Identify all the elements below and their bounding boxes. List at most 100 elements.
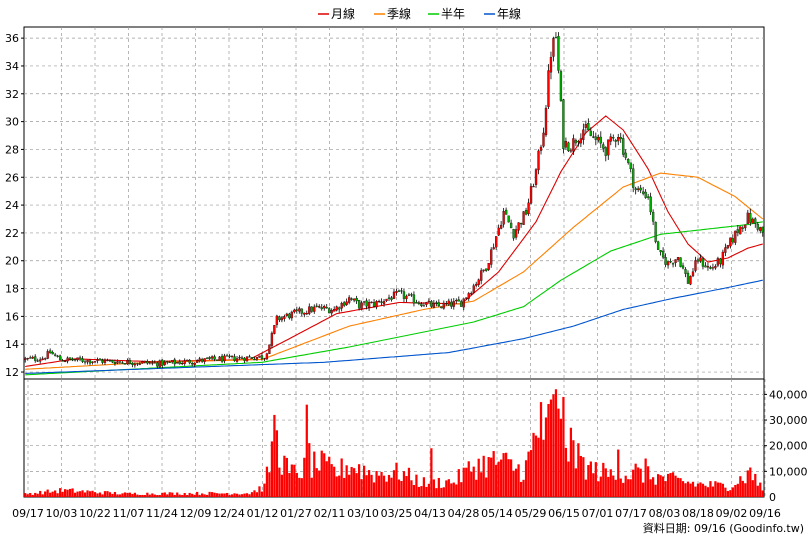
volume-bar-86 (235, 493, 239, 497)
price-tick-label-12: 12 (5, 366, 19, 379)
candle-body-151 (397, 290, 401, 292)
volume-bar-20 (71, 488, 74, 497)
volume-bar-158 (415, 474, 418, 497)
candle-body-143 (377, 300, 381, 303)
legend: 月線 季線 半年 年線 (318, 6, 521, 21)
volume-bar-174 (455, 484, 458, 497)
volume-bar-129 (343, 477, 346, 497)
candle-body-65 (183, 360, 186, 364)
volume-bar-185 (482, 455, 485, 497)
candle-body-233 (602, 144, 605, 149)
candle-body-71 (198, 358, 201, 362)
candle-body-212 (549, 57, 553, 73)
volume-bar-34 (106, 491, 109, 497)
candle-body-271 (696, 259, 700, 262)
volume-bar-12 (51, 491, 54, 497)
volume-bar-89 (243, 493, 246, 497)
volume-bar-54 (156, 495, 159, 497)
volume-bar-133 (353, 468, 356, 497)
candle-body-248 (639, 187, 642, 191)
candle-body-98 (265, 353, 269, 360)
volume-bar-5 (34, 492, 37, 497)
volume-bar-224 (579, 455, 582, 497)
candle-body-116 (310, 306, 313, 312)
data-date-credit: 資料日期: 09/16 (Goodinfo.tw) (643, 521, 804, 535)
volume-bars (24, 389, 764, 497)
volume-y-ticks: 10,000 20,000 30,000 40,000 0 (764, 388, 808, 504)
candle-body-220 (569, 150, 573, 152)
volume-bar-113 (303, 457, 306, 497)
volume-bar-112 (300, 478, 303, 497)
candle-body-290 (744, 224, 747, 229)
volume-bar-168 (440, 487, 443, 497)
candle-body-61 (173, 359, 176, 365)
candle-body-152 (400, 290, 403, 292)
volume-bar-238 (614, 479, 617, 497)
candle-body-259 (666, 261, 670, 266)
candle-body-37 (113, 362, 117, 365)
candle-body-101 (273, 325, 276, 334)
candle-body-35 (108, 360, 112, 362)
volume-bar-242 (624, 475, 627, 497)
volume-bar-117 (313, 451, 316, 497)
candle-body-209 (542, 132, 545, 147)
candle-body-185 (482, 269, 485, 271)
candle-body-266 (684, 269, 687, 274)
volume-bar-43 (128, 492, 132, 497)
candle-body-295 (756, 224, 759, 230)
candle-body-224 (579, 138, 583, 144)
volume-bar-254 (654, 484, 657, 497)
date-x-ticks: 09/17 10/03 10/22 11/07 11/24 12/09 12/24 01/12… (12, 507, 781, 520)
candle-body-58 (166, 361, 169, 363)
candle-body-137 (362, 301, 366, 303)
volume-bar-87 (238, 494, 241, 497)
candle-body-204 (529, 186, 533, 204)
candle-body-188 (490, 249, 493, 265)
volume-bar-27 (88, 491, 92, 497)
volume-bar-195 (507, 459, 510, 497)
candle-body-175 (457, 299, 460, 302)
date-tick-label-18: 07/01 (582, 507, 614, 520)
candle-body-173 (452, 301, 455, 307)
volume-bar-75 (208, 491, 211, 497)
volume-bar-192 (500, 459, 503, 497)
candle-body-255 (656, 241, 660, 250)
volume-bar-271 (696, 483, 700, 497)
volume-bar-91 (248, 494, 251, 497)
candle-body-265 (681, 265, 685, 269)
candle-body-213 (552, 38, 555, 57)
volume-bar-267 (686, 481, 690, 497)
candle-body-127 (338, 307, 341, 310)
candle-body-145 (382, 301, 386, 304)
candle-body-170 (445, 303, 448, 305)
volume-bar-25 (83, 492, 87, 497)
candle-body-73 (203, 358, 206, 362)
volume-bar-81 (223, 493, 226, 497)
candle-body-181 (472, 285, 475, 293)
candle-body-232 (599, 136, 602, 144)
candle-body-107 (288, 313, 291, 319)
candle-body-177 (462, 298, 465, 308)
candle-body-178 (465, 297, 468, 299)
candle-body-183 (477, 279, 480, 285)
volume-bar-134 (355, 473, 358, 497)
volume-bar-273 (701, 483, 705, 497)
candle-body-230 (594, 136, 597, 140)
candle-body-25 (83, 361, 87, 363)
candle-body-164 (430, 301, 433, 307)
candle-body-76 (210, 356, 214, 359)
candle-body-30 (96, 359, 99, 361)
volume-bar-285 (731, 487, 734, 497)
volume-bar-258 (664, 481, 667, 497)
volume-bar-253 (652, 477, 655, 497)
volume-bar-13 (54, 490, 57, 497)
volume-bar-123 (328, 456, 331, 497)
candle-body-159 (417, 302, 421, 304)
volume-bar-122 (325, 461, 328, 497)
volume-bar-159 (417, 486, 421, 497)
date-tick-label-7: 12/24 (213, 507, 245, 520)
volume-bar-287 (736, 483, 739, 497)
volume-bar-98 (265, 466, 269, 497)
candle-body-23 (78, 357, 82, 360)
volume-bar-156 (410, 480, 413, 497)
